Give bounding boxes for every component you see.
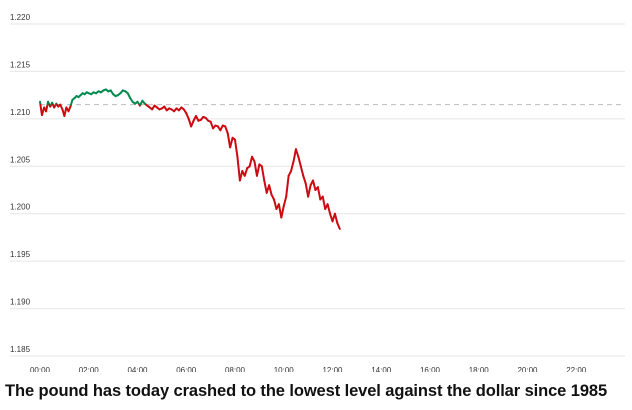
y-tick-label: 1.190 [10, 298, 31, 307]
price-segment-down [229, 136, 234, 149]
y-tick-label: 1.205 [10, 155, 31, 164]
price-segment-down [302, 174, 307, 185]
price-segment-down [326, 203, 332, 215]
x-tick-label: 14:00 [371, 366, 392, 372]
price-segment-down [294, 148, 300, 158]
price-segment-down [190, 119, 195, 128]
price-segment-down [333, 212, 339, 225]
x-tick-label: 00:00 [30, 366, 51, 372]
chart-caption: The pound has today crashed to the lowes… [5, 382, 608, 400]
price-segment-down [263, 179, 268, 194]
chart: 1.185 1.190 1.195 1.200 1.205 1.210 1.215 1.220… [10, 13, 625, 372]
price-segment-down [280, 205, 285, 219]
x-tick-label: 02:00 [79, 366, 100, 372]
price-segment-down [243, 167, 249, 177]
price-segment-down [336, 222, 341, 230]
price-segment-down [234, 138, 239, 158]
price-segment-down [282, 195, 288, 208]
price-segment-down [299, 165, 305, 177]
price-segment-down [273, 198, 278, 210]
price-segment-down [292, 148, 297, 163]
y-tick-label: 1.220 [10, 13, 31, 22]
y-tick-label: 1.210 [10, 108, 31, 117]
price-segment-down [224, 125, 229, 135]
y-tick-label: 1.185 [10, 345, 31, 354]
price-segment-down [45, 103, 49, 113]
x-tick-label: 10:00 [274, 366, 295, 372]
price-segment-down [236, 155, 241, 182]
price-segment-down [260, 165, 266, 182]
price-segment-down [268, 184, 273, 196]
x-tick-label: 16:00 [420, 366, 441, 372]
price-segment-down [321, 195, 327, 210]
y-tick-label: 1.200 [10, 203, 31, 212]
y-tick-label: 1.195 [10, 250, 31, 259]
price-segment-down [238, 170, 244, 182]
y-tick-label: 1.215 [10, 60, 31, 69]
x-tick-label: 04:00 [127, 366, 148, 372]
x-tick-label: 18:00 [469, 366, 490, 372]
price-segment-down [290, 160, 295, 173]
x-tick-label: 08:00 [225, 366, 246, 372]
price-segment-down [312, 179, 317, 191]
x-tick-label: 22:00 [566, 366, 587, 372]
price-segment-down [248, 155, 254, 168]
price-segment-down [185, 112, 190, 120]
price-segment-down [316, 186, 322, 201]
price-segment-down [255, 163, 261, 177]
price-segment-down [297, 155, 302, 168]
x-tick-label: 12:00 [322, 366, 343, 372]
price-segment-down [209, 120, 215, 130]
gridlines [10, 23, 625, 357]
price-segment-down [307, 184, 312, 198]
price-segment-down [285, 174, 290, 198]
x-tick-label: 06:00 [176, 366, 197, 372]
price-series [39, 88, 341, 230]
x-axis: 00:00 02:00 04:00 06:00 08:00 10:00 12:00 14:00… [30, 366, 587, 372]
x-tick-label: 20:00 [517, 366, 538, 372]
y-axis: 1.185 1.190 1.195 1.200 1.205 1.210 1.215 1.220 [10, 13, 31, 354]
